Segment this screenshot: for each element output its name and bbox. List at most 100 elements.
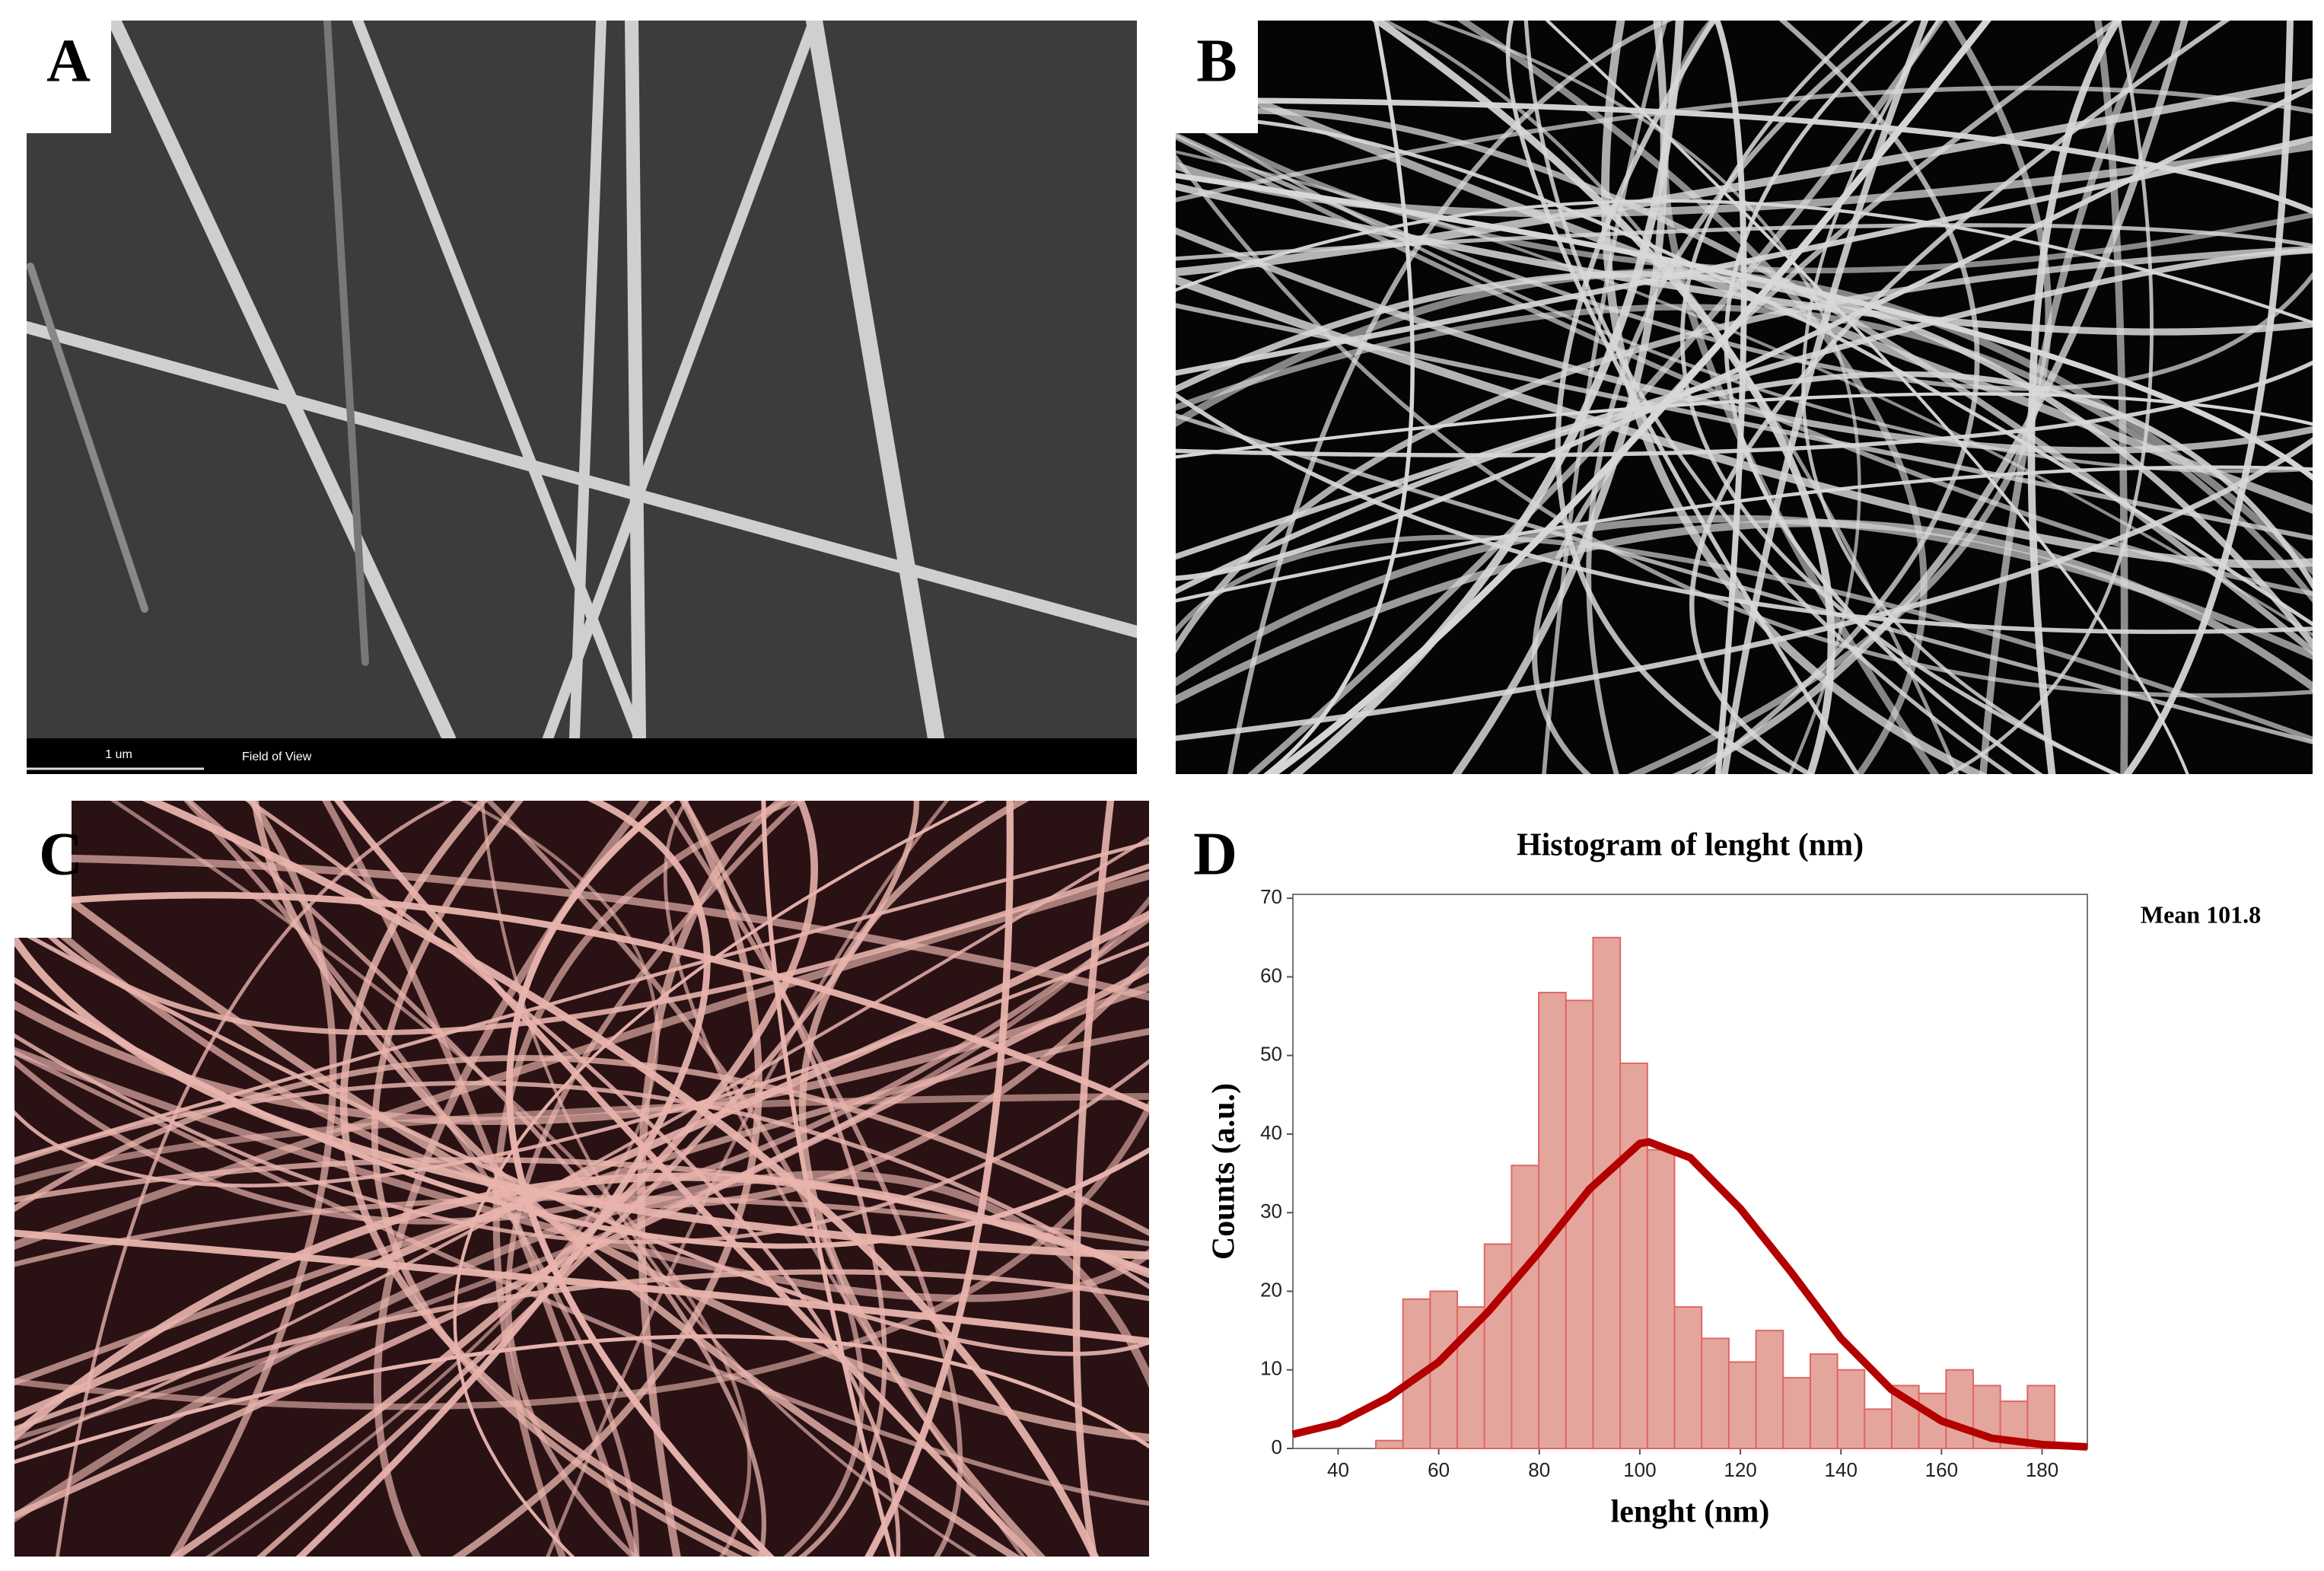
fiber (1176, 275, 2313, 569)
bar (1619, 1063, 1648, 1449)
fiber (14, 853, 1149, 1001)
x-tick-label: 100 (1623, 1458, 1656, 1481)
fiber (185, 801, 766, 1557)
y-tick-label: 50 (1260, 1043, 1282, 1066)
fiber (14, 1047, 1149, 1302)
bar (1429, 1290, 1459, 1450)
fiber (1979, 21, 2161, 774)
y-tick-label: 60 (1260, 964, 1282, 986)
fibers-a (27, 21, 1137, 747)
fiber (798, 801, 1046, 1557)
fiber (169, 801, 818, 1557)
fiber (569, 21, 606, 744)
fiber (14, 1269, 1149, 1432)
bar (1755, 1330, 1784, 1449)
fiber (14, 914, 1149, 1225)
fiber (1801, 21, 2121, 774)
fiber (1425, 21, 1861, 774)
fiber (373, 801, 650, 1557)
panel-label: D (1193, 821, 1237, 887)
x-tick-label: 60 (1428, 1458, 1450, 1481)
histogram-chart: Histogram of lenght (nm) lenght (nm) Count… (1207, 828, 2261, 1530)
y-tick-label: 20 (1260, 1278, 1282, 1301)
x-tick-label: 160 (1925, 1458, 1958, 1481)
fiber (339, 801, 770, 1557)
fiber (2093, 21, 2128, 774)
fiber (1694, 21, 1980, 774)
bar (1565, 999, 1594, 1450)
fiber (14, 1028, 1149, 1386)
fiber (1176, 97, 2313, 215)
fiber (14, 1099, 1149, 1410)
fiber (14, 1033, 1149, 1244)
fiber (1689, 21, 2230, 774)
fiber (485, 801, 865, 1557)
fiber (1072, 801, 1115, 1557)
fiber (2027, 21, 2122, 774)
fiber (323, 21, 369, 666)
bar (1701, 1337, 1730, 1449)
fiber (806, 21, 944, 747)
fiber (761, 801, 896, 1557)
bar (1836, 1369, 1866, 1449)
fiber (1176, 183, 2313, 336)
bar (1646, 1149, 1676, 1449)
annotation: Mean 101.8 (2141, 900, 2261, 928)
bar (1864, 1408, 1893, 1449)
panel-label: A (46, 27, 91, 94)
fiber (1545, 21, 2189, 774)
bar (1375, 1439, 1404, 1449)
fiber (14, 840, 1149, 1162)
fiber (14, 982, 1149, 1125)
y-axis-label: Counts (a.u.) (1207, 1083, 1242, 1260)
fiber (1176, 268, 2313, 576)
fiber (543, 21, 820, 744)
y-tick-label: 70 (1260, 885, 1282, 908)
fiber (546, 801, 950, 1557)
fiber (1176, 534, 2313, 742)
label-box (27, 21, 111, 133)
fiber (451, 801, 762, 1557)
fibers-c (14, 801, 1149, 1557)
fiber (625, 21, 646, 745)
fiber (1176, 392, 2313, 459)
fiber (107, 21, 456, 745)
fiber (14, 926, 1149, 1356)
fiber (1176, 245, 2313, 655)
panel-label: C (39, 821, 83, 887)
bar (1592, 936, 1622, 1449)
x-tick-label: 140 (1825, 1458, 1858, 1481)
bar (1945, 1369, 1975, 1449)
fiber (1176, 134, 2313, 596)
fiber (1532, 21, 2122, 774)
x-tick-label: 180 (2026, 1458, 2058, 1481)
fiber (14, 1050, 1149, 1506)
x-tick-label: 120 (1724, 1458, 1756, 1481)
fibers-b (1176, 21, 2313, 774)
fiber (1176, 142, 2313, 218)
bar (1727, 1361, 1757, 1450)
bar (1673, 1306, 1703, 1450)
fiber (14, 889, 1149, 1209)
fiber (14, 1229, 1149, 1345)
fiber (27, 263, 148, 613)
y-tick-label: 40 (1260, 1121, 1282, 1144)
fiber (1176, 360, 2313, 457)
fiber (1262, 21, 1415, 774)
bar (1782, 1377, 1811, 1450)
label-box (1176, 21, 1258, 133)
fiber (1945, 21, 2154, 774)
scale-strip (27, 738, 1137, 774)
fiber (1176, 437, 2313, 741)
fiber (1542, 21, 1668, 774)
field-of-view-label: Field of View (242, 750, 312, 763)
fiber (14, 1157, 1149, 1275)
fiber (681, 801, 887, 1557)
fit-curve (1291, 1138, 2088, 1451)
y-tick-label: 0 (1272, 1436, 1282, 1458)
fiber (1714, 21, 1747, 774)
fiber (1176, 78, 2313, 277)
x-axis-label: lenght (nm) (1611, 1495, 1770, 1530)
